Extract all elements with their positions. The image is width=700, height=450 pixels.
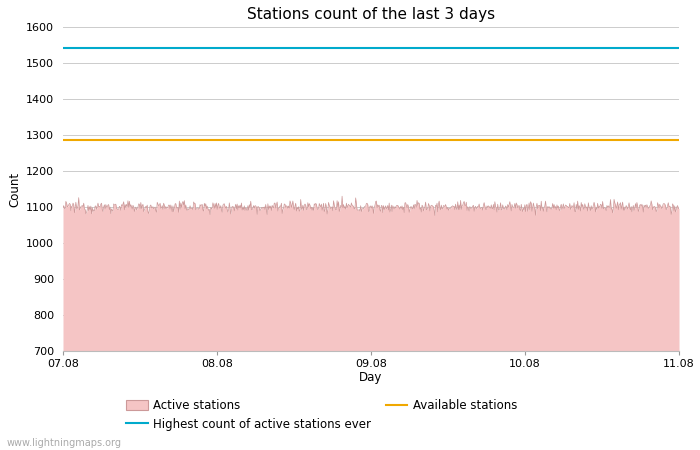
- Legend: Active stations, Highest count of active stations ever, Available stations: Active stations, Highest count of active…: [126, 399, 517, 431]
- Y-axis label: Count: Count: [8, 171, 22, 207]
- Title: Stations count of the last 3 days: Stations count of the last 3 days: [247, 7, 495, 22]
- X-axis label: Day: Day: [359, 371, 383, 384]
- Text: www.lightningmaps.org: www.lightningmaps.org: [7, 438, 122, 448]
